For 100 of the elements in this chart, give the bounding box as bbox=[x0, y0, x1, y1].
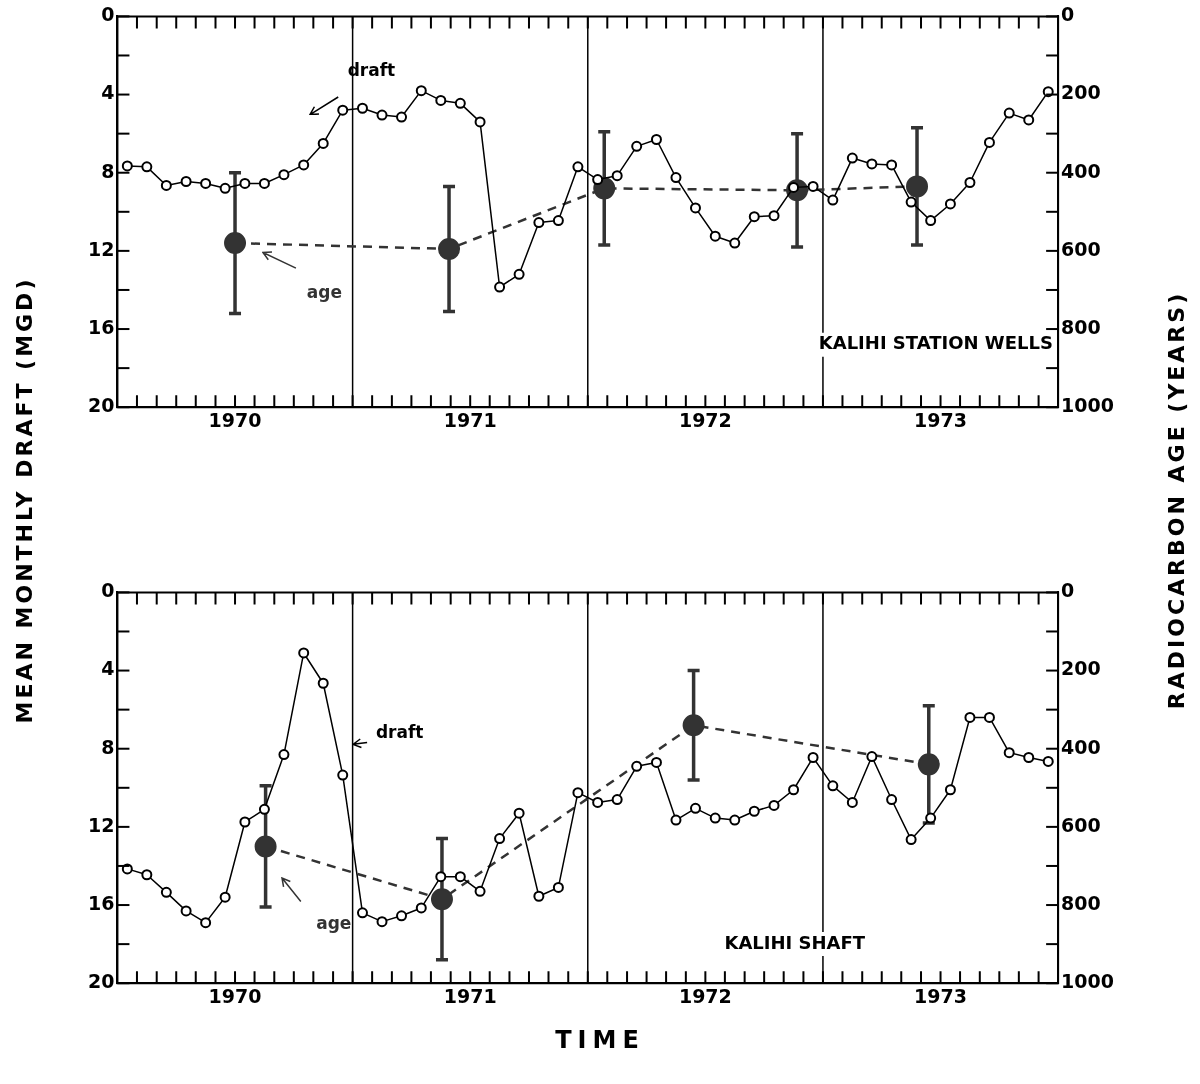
point bbox=[552, 881, 564, 893]
point bbox=[964, 711, 976, 723]
y-tick-label: 8 bbox=[101, 735, 115, 758]
y2-tick-label: 0 bbox=[1061, 579, 1075, 602]
point bbox=[748, 211, 760, 223]
point bbox=[807, 752, 819, 764]
point bbox=[866, 751, 878, 763]
point bbox=[513, 807, 525, 819]
point bbox=[415, 85, 427, 97]
point bbox=[219, 891, 231, 903]
y2-tick-label: 0 bbox=[1061, 3, 1075, 26]
point bbox=[866, 158, 878, 170]
point bbox=[239, 177, 251, 189]
point bbox=[513, 268, 525, 280]
point bbox=[886, 794, 898, 806]
point bbox=[1003, 747, 1015, 759]
point bbox=[905, 834, 917, 846]
point bbox=[317, 137, 329, 149]
point bbox=[160, 886, 172, 898]
point bbox=[788, 784, 800, 796]
point bbox=[239, 816, 251, 828]
point bbox=[278, 749, 290, 761]
point bbox=[983, 711, 995, 723]
point bbox=[917, 753, 940, 776]
point bbox=[729, 237, 741, 249]
point bbox=[141, 161, 153, 173]
point bbox=[768, 799, 780, 811]
point bbox=[317, 677, 329, 689]
y-axis-title: MEAN MONTHLY DRAFT (MGD) bbox=[11, 276, 37, 724]
point bbox=[121, 160, 133, 172]
y-tick-label: 20 bbox=[87, 970, 115, 993]
x-tick-label: 1971 bbox=[443, 408, 497, 431]
y2-axis-title: RADIOCARBON AGE (YEARS) bbox=[1163, 290, 1189, 710]
y2-tick-label: 200 bbox=[1061, 657, 1101, 680]
point bbox=[1023, 752, 1035, 764]
point bbox=[944, 198, 956, 210]
point bbox=[886, 159, 898, 171]
x-tick-label: 1973 bbox=[914, 984, 967, 1007]
point bbox=[650, 134, 662, 145]
text: age bbox=[316, 913, 352, 933]
point bbox=[438, 237, 461, 260]
point bbox=[709, 812, 721, 824]
point bbox=[846, 152, 858, 164]
x-tick-label: 1973 bbox=[914, 408, 967, 431]
point bbox=[827, 194, 839, 206]
point bbox=[592, 796, 604, 808]
point bbox=[180, 176, 192, 188]
point bbox=[396, 111, 408, 123]
point bbox=[430, 888, 453, 911]
point bbox=[141, 869, 153, 881]
point bbox=[533, 217, 545, 229]
point bbox=[729, 814, 741, 826]
point bbox=[454, 871, 466, 883]
point bbox=[807, 180, 819, 192]
y-tick-label: 0 bbox=[101, 579, 115, 602]
point bbox=[494, 281, 506, 293]
y-tick-label: 12 bbox=[87, 813, 115, 836]
point bbox=[415, 902, 427, 914]
point bbox=[474, 116, 486, 128]
point bbox=[278, 169, 290, 181]
x-tick-label: 1970 bbox=[208, 984, 262, 1007]
x-tick-label: 1970 bbox=[208, 408, 262, 431]
point bbox=[631, 140, 643, 152]
x-tick-label: 1972 bbox=[678, 984, 732, 1007]
point bbox=[376, 109, 388, 121]
point bbox=[298, 647, 310, 659]
point bbox=[337, 104, 349, 116]
point bbox=[670, 172, 682, 184]
point bbox=[494, 833, 506, 845]
annotation: KALIHI STATION WELLS bbox=[818, 332, 1053, 354]
point bbox=[631, 760, 643, 772]
point bbox=[533, 890, 545, 902]
point bbox=[846, 796, 858, 808]
text: draft bbox=[375, 721, 424, 742]
point bbox=[1023, 114, 1035, 126]
point bbox=[682, 714, 705, 737]
point bbox=[905, 196, 917, 208]
point bbox=[376, 916, 388, 928]
point bbox=[224, 232, 247, 255]
point bbox=[435, 871, 447, 883]
point bbox=[435, 94, 447, 106]
point bbox=[906, 175, 929, 198]
point bbox=[200, 177, 212, 189]
text: age bbox=[306, 282, 342, 303]
y-tick-label: 4 bbox=[101, 81, 115, 104]
y-tick-label: 4 bbox=[101, 657, 115, 680]
point bbox=[552, 215, 564, 227]
point bbox=[670, 814, 682, 826]
x-axis-title: TIME bbox=[554, 1026, 646, 1054]
point bbox=[925, 812, 937, 824]
point bbox=[474, 885, 486, 897]
y2-tick-label: 800 bbox=[1061, 891, 1101, 914]
y-tick-label: 12 bbox=[87, 237, 115, 260]
y-tick-label: 16 bbox=[87, 891, 115, 914]
y-tick-label: 0 bbox=[101, 3, 115, 26]
point bbox=[1042, 755, 1054, 767]
point bbox=[964, 176, 976, 188]
y2-tick-label: 800 bbox=[1061, 315, 1101, 338]
y2-tick-label: 1000 bbox=[1061, 394, 1115, 417]
point bbox=[396, 910, 408, 922]
